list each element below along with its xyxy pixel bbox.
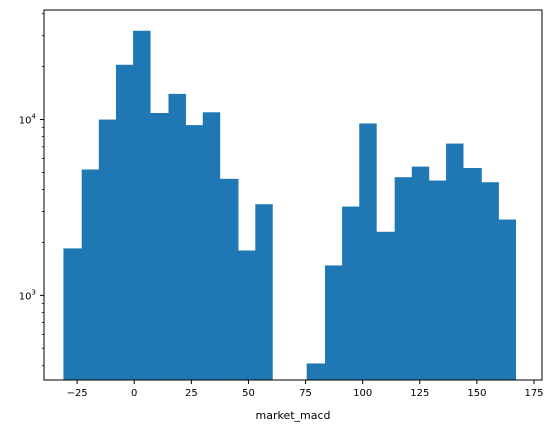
histogram-bar — [150, 112, 169, 380]
y-axis-ticks: 103 104 — [19, 13, 44, 366]
x-tick-label: 100 — [353, 388, 372, 399]
histogram-bar — [411, 166, 430, 380]
histogram-bar — [238, 250, 256, 380]
x-tick-label: 0 — [131, 388, 137, 399]
histogram-bar — [376, 231, 395, 380]
x-axis-ticks: −25 0 25 50 75 100 125 150 175 — [67, 380, 544, 399]
x-axis-label: market_macd — [255, 409, 330, 422]
x-tick-label: −25 — [67, 388, 88, 399]
histogram-bar — [98, 119, 117, 380]
histogram-bar — [115, 64, 134, 380]
histogram-bars — [63, 30, 517, 380]
histogram-bar — [81, 169, 100, 380]
histogram-bar — [63, 248, 82, 380]
y-tick-label: 104 — [19, 113, 37, 127]
histogram-bar — [428, 180, 447, 380]
histogram-bar — [185, 125, 204, 380]
histogram-bar — [202, 112, 221, 380]
plot-area-frame — [43, 9, 543, 381]
histogram-bar — [463, 168, 482, 380]
histogram-bar — [255, 204, 273, 380]
histogram-bar — [168, 93, 186, 380]
x-tick-label: 50 — [242, 388, 255, 399]
y-tick-label: 103 — [19, 288, 36, 302]
histogram-bar — [359, 123, 377, 380]
x-tick-label: 175 — [524, 388, 543, 399]
histogram-bar — [133, 30, 151, 380]
x-tick-label: 25 — [185, 388, 198, 399]
x-tick-label: 125 — [410, 388, 429, 399]
histogram-bar — [324, 265, 343, 380]
histogram-bar — [306, 363, 326, 380]
histogram-bar — [498, 219, 517, 380]
histogram-bar — [481, 182, 499, 380]
histogram-bar — [394, 177, 413, 380]
histogram-bar — [219, 178, 239, 380]
histogram-bar — [342, 206, 360, 380]
x-tick-label: 150 — [467, 388, 486, 399]
histogram-bar — [446, 143, 464, 380]
x-tick-label: 75 — [299, 388, 312, 399]
